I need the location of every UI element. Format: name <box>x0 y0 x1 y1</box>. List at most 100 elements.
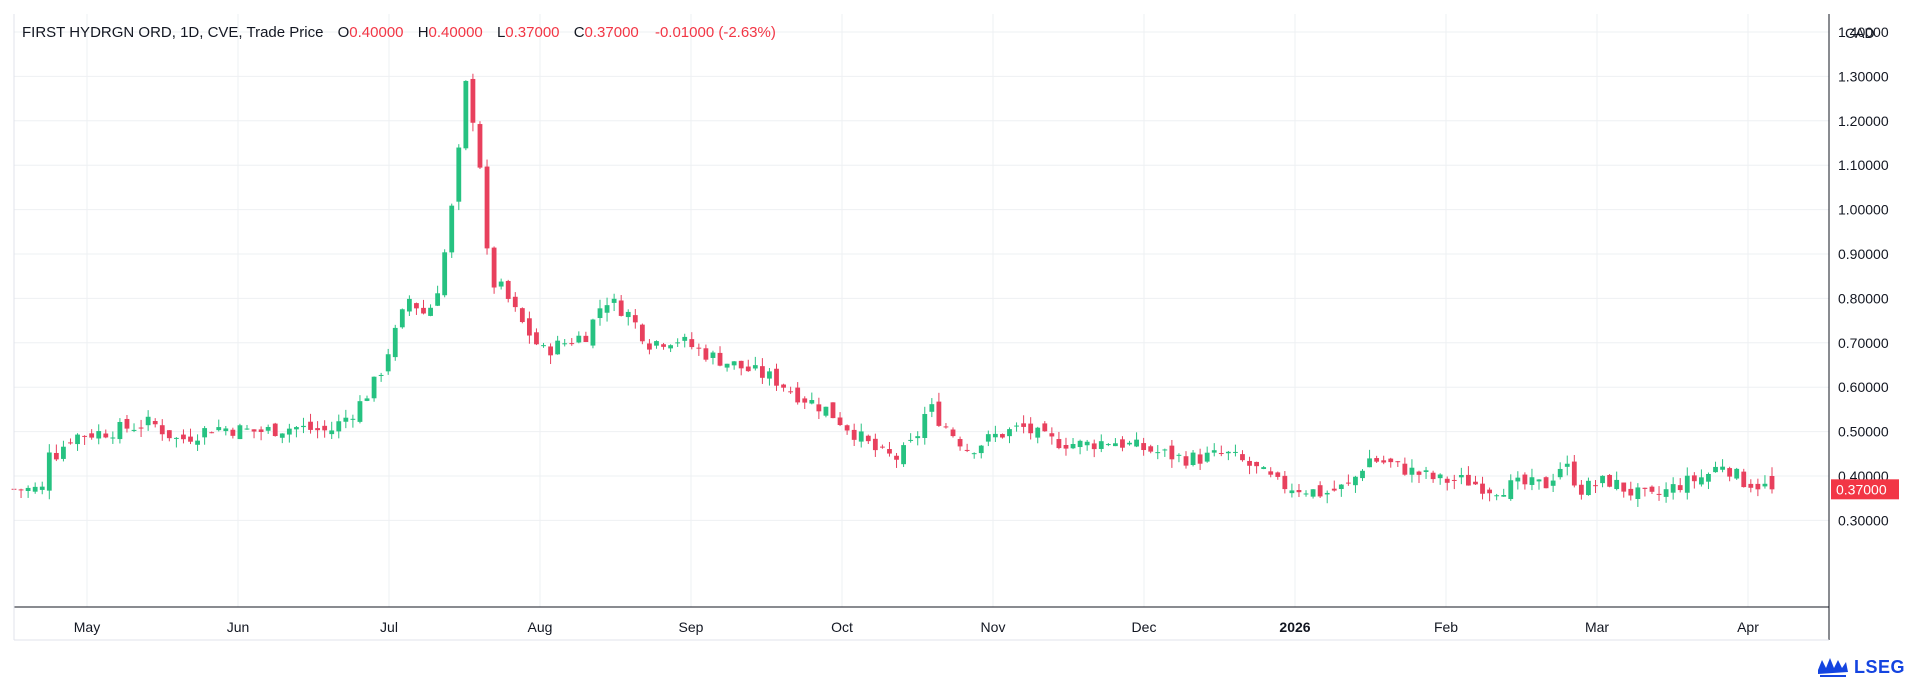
candle <box>1360 469 1365 482</box>
candle-body <box>1755 483 1761 490</box>
candle <box>661 342 666 350</box>
chart-grid <box>14 14 1829 607</box>
candle-body <box>661 344 666 347</box>
candle-body <box>1642 487 1648 489</box>
candle-body <box>1748 483 1754 488</box>
candle <box>1056 431 1062 450</box>
candle <box>590 318 596 349</box>
candle-body <box>880 446 885 448</box>
candle-body <box>647 343 652 350</box>
candle-body <box>1098 441 1104 449</box>
candle <box>223 425 229 436</box>
candle <box>1423 466 1429 479</box>
candle <box>512 292 518 312</box>
candle <box>195 434 200 451</box>
candle-body <box>1367 458 1372 468</box>
candle <box>301 417 306 434</box>
candle <box>1437 473 1443 485</box>
candle-body <box>1324 492 1330 495</box>
candle <box>576 331 582 344</box>
candle <box>272 422 278 437</box>
candle-body <box>1169 445 1175 460</box>
candle <box>548 343 553 365</box>
candle-body <box>1233 451 1238 453</box>
candle-body <box>1360 470 1365 479</box>
candle <box>294 425 299 438</box>
candle <box>1402 457 1408 476</box>
candle <box>1282 471 1288 494</box>
candle-body <box>752 365 758 369</box>
candle <box>1338 484 1344 497</box>
candle <box>724 363 730 372</box>
candle-body <box>463 80 469 149</box>
candle <box>46 444 52 500</box>
candle-body <box>1353 476 1358 486</box>
candle <box>1649 485 1655 494</box>
candle-body <box>1381 460 1387 463</box>
candle-body <box>456 147 462 202</box>
candle-body <box>1423 470 1429 472</box>
candle <box>1190 450 1196 467</box>
candle-body <box>1501 495 1507 497</box>
candle-body <box>583 335 589 343</box>
legend-close-label: C <box>573 24 585 41</box>
candle-body <box>1240 454 1245 461</box>
candle-body <box>745 366 751 372</box>
candle <box>880 444 885 449</box>
candle <box>604 297 610 322</box>
candle-body <box>1275 472 1281 477</box>
candle <box>1120 436 1125 452</box>
candle-body <box>1077 440 1083 448</box>
price-axis[interactable]: 1.40000 1.30000 1.20000 1.10000 1.00000 0.900… <box>1838 24 1889 528</box>
candle-body <box>985 434 991 442</box>
lseg-logo[interactable]: LSEG <box>1816 655 1905 679</box>
candle <box>1430 470 1436 483</box>
candle-body <box>202 428 208 438</box>
candle <box>1254 461 1260 474</box>
candle-body <box>1014 425 1019 427</box>
candle-body <box>1374 458 1380 462</box>
candle-body <box>1473 481 1478 485</box>
candle <box>675 338 681 347</box>
time-axis[interactable]: May Jun Jul Aug Sep Oct Nov Dec 2026 Feb Mar Apr <box>74 619 1759 635</box>
candle-body <box>442 252 448 296</box>
candle-body <box>1762 483 1768 487</box>
candle-body <box>1035 427 1041 438</box>
candle <box>315 421 320 439</box>
candle-body <box>25 487 31 491</box>
candle <box>583 331 589 343</box>
candle <box>795 382 801 405</box>
y-tick-label: 0.80000 <box>1838 290 1889 306</box>
candle-body <box>654 341 659 346</box>
last-price-badge <box>1831 479 1899 500</box>
candle <box>668 344 674 353</box>
candle <box>484 159 490 255</box>
candle <box>1536 479 1542 490</box>
candle <box>244 424 250 430</box>
candle <box>703 344 709 362</box>
candle-body <box>689 339 695 348</box>
candle <box>809 392 815 405</box>
candle <box>491 246 497 294</box>
candle-body <box>872 438 878 451</box>
candle <box>159 419 165 441</box>
candle-body <box>173 437 179 439</box>
candle-body <box>1155 452 1161 454</box>
candle <box>286 423 292 443</box>
x-tick-label: Feb <box>1434 619 1458 635</box>
candle-body <box>1183 456 1189 466</box>
candle <box>1303 490 1309 497</box>
candle <box>1134 432 1139 448</box>
candle <box>1317 481 1323 499</box>
candle-body <box>477 124 483 168</box>
candle <box>470 73 476 132</box>
candle <box>1141 437 1147 456</box>
candle-body <box>682 336 688 341</box>
candle-body <box>421 307 426 314</box>
candle-body <box>1141 443 1147 451</box>
candle-body <box>1409 467 1415 475</box>
candle <box>1480 476 1485 500</box>
candle <box>1310 489 1316 499</box>
candle <box>1127 440 1132 446</box>
